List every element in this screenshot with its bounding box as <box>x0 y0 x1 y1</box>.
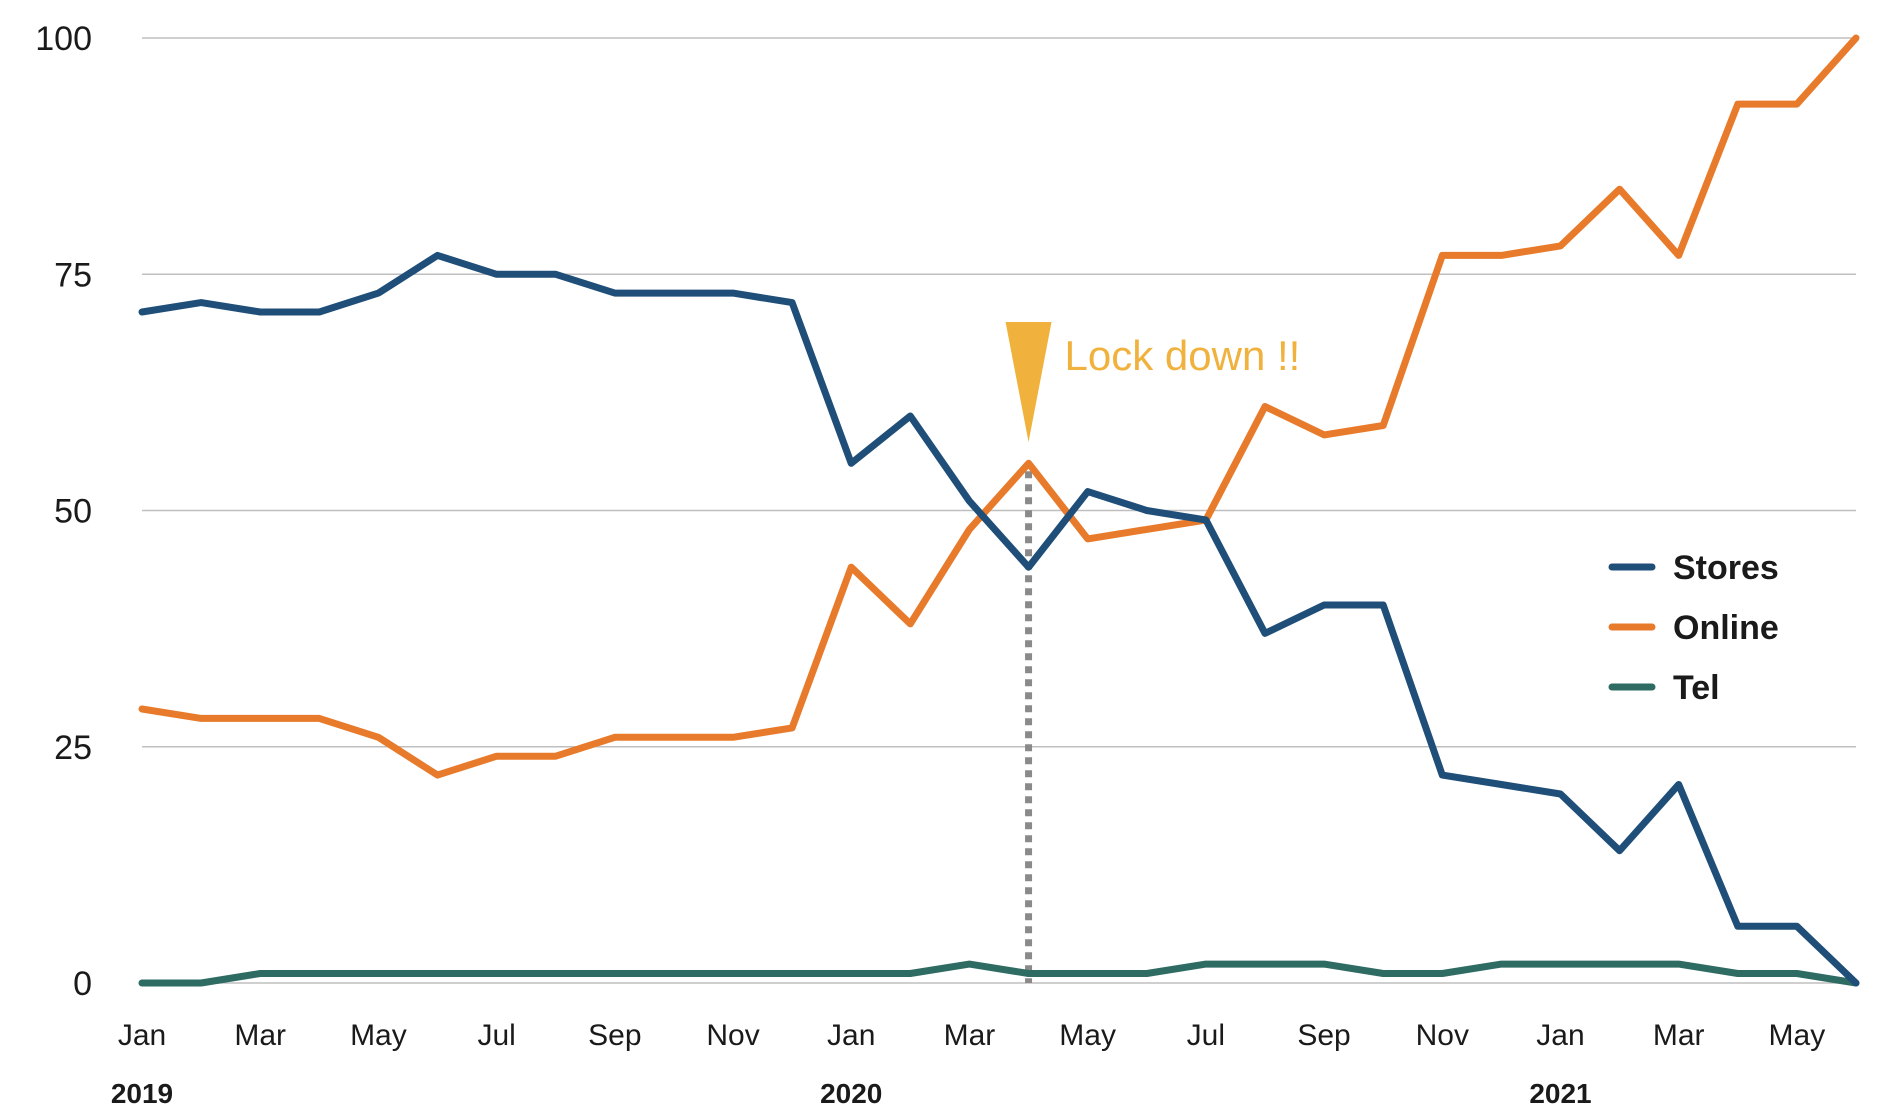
x-tick-label: May <box>1059 1019 1116 1052</box>
x-tick-label: Jul <box>1187 1019 1225 1052</box>
series-line-stores <box>138 251 1860 987</box>
x-tick-label: Jul <box>477 1019 515 1052</box>
x-tick-label: Mar <box>234 1019 286 1052</box>
lockdown-triangle-icon <box>1005 322 1052 442</box>
legend-label-online: Online <box>1673 609 1779 647</box>
series-line-tel <box>138 960 1860 987</box>
y-tick-label: 50 <box>54 493 92 531</box>
lockdown-annotation-text: Lock down !! <box>1065 332 1301 379</box>
legend-label-stores: Stores <box>1673 549 1779 587</box>
x-tick-label: Sep <box>588 1019 641 1052</box>
lockdown-annotation: Lock down !! <box>1005 322 1301 983</box>
x-tick-label: May <box>350 1019 407 1052</box>
x-tick-label: Nov <box>706 1019 759 1052</box>
x-tick-label: Jan <box>827 1019 875 1052</box>
x-axis-ticks: Jan Mar May Jul Sep Nov Jan Mar May Jul Sep Nov Jan M… <box>118 1019 1825 1052</box>
y-tick-label: 100 <box>35 20 92 58</box>
legend-label-tel: Tel <box>1673 669 1720 707</box>
legend: Stores Online Tel <box>1608 549 1779 707</box>
series-line-online <box>138 34 1860 779</box>
x-tick-label: Nov <box>1416 1019 1469 1052</box>
y-tick-label: 75 <box>54 256 92 294</box>
x-tick-label: Mar <box>1653 1019 1705 1052</box>
y-tick-label: 25 <box>54 729 92 767</box>
x-tick-label: May <box>1769 1019 1826 1052</box>
year-label: 2021 <box>1529 1078 1591 1109</box>
y-axis-ticks: 0 25 50 75 100 <box>35 20 92 1003</box>
year-label: 2020 <box>820 1078 882 1109</box>
x-tick-label: Jan <box>118 1019 166 1052</box>
year-label: 2019 <box>111 1078 173 1109</box>
y-tick-label: 0 <box>73 965 92 1003</box>
series-lines <box>138 34 1860 987</box>
x-tick-label: Sep <box>1297 1019 1350 1052</box>
grid-lines <box>142 37 1856 984</box>
x-tick-label: Mar <box>944 1019 996 1052</box>
x-tick-label: Jan <box>1536 1019 1584 1052</box>
year-labels: 2019 2020 2021 <box>111 1078 1592 1109</box>
